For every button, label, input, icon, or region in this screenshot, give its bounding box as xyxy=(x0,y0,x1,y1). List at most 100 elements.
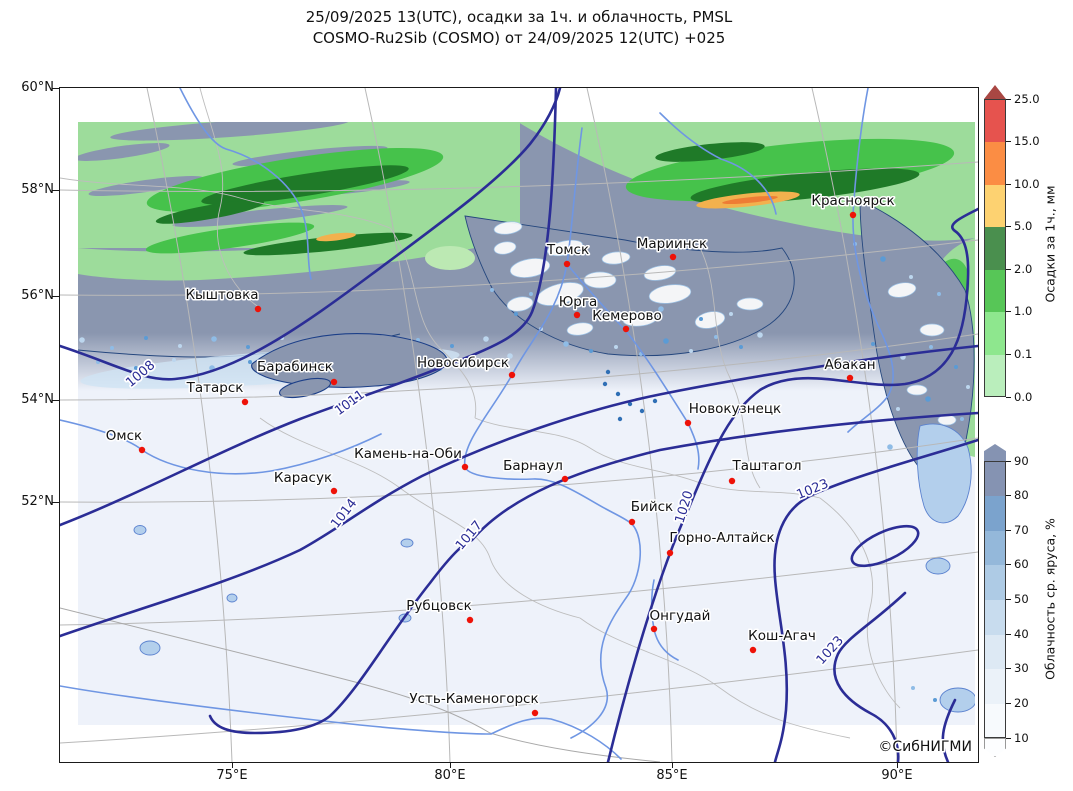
precip-colorbar-segment xyxy=(984,354,1006,398)
cloud-speck xyxy=(178,344,182,348)
lon-tick-label: 90°E xyxy=(881,768,913,783)
city-marker xyxy=(728,477,736,485)
precip-colorbar-segment xyxy=(984,184,1006,228)
cloud-colorbar-tick xyxy=(1006,702,1011,704)
precip-colorbar-tick xyxy=(1006,98,1011,100)
city-marker xyxy=(461,463,469,471)
cloud-speck xyxy=(699,317,703,321)
lon-tick-label: 75°E xyxy=(216,768,248,783)
cloud-speck xyxy=(110,346,114,350)
city-marker xyxy=(849,211,857,219)
cloud-speck xyxy=(615,391,621,397)
cloud-speck xyxy=(450,344,454,348)
precip-colorbar-tick-label: 0.0 xyxy=(1014,389,1033,404)
city-marker xyxy=(622,325,630,333)
lon-tick-label: 80°E xyxy=(434,768,466,783)
lon-tick-label: 85°E xyxy=(656,768,688,783)
cloud-colorbar-segment xyxy=(984,461,1006,497)
city-label: Новосибирск xyxy=(417,355,509,371)
lat-tick-label: 60°N xyxy=(21,80,54,95)
cloud-speck xyxy=(925,396,931,402)
lat-tick xyxy=(52,295,59,297)
lat-tick-label: 58°N xyxy=(21,182,54,197)
precip-colorbar-segment xyxy=(984,269,1006,313)
cloud-colorbar-tick-label: 40 xyxy=(1014,626,1029,641)
lon-tick xyxy=(449,762,451,768)
cloud-speck xyxy=(871,342,875,346)
city-marker xyxy=(666,549,674,557)
cloud-speck xyxy=(909,275,913,279)
precip-colorbar-tick xyxy=(1006,268,1011,270)
credit-text: ©СибНИГМИ xyxy=(878,739,972,755)
cloud-speck xyxy=(476,360,480,364)
city-marker xyxy=(241,398,249,406)
city-label: Татарск xyxy=(186,380,244,396)
lon-tick xyxy=(231,762,233,768)
lat-tick-label: 54°N xyxy=(21,392,54,407)
cloud-colorbar-tick xyxy=(1006,564,1011,566)
precip-colorbar-tick-label: 5.0 xyxy=(1014,219,1033,234)
cloud-speck xyxy=(739,345,743,349)
precip-colorbar-tick xyxy=(1006,226,1011,228)
cloud-colorbar-segment xyxy=(984,634,1006,670)
cloud-speck xyxy=(757,332,763,338)
cloud-speck xyxy=(248,360,252,364)
lat-tick-label: 52°N xyxy=(21,494,54,509)
cloud-speck xyxy=(172,358,176,362)
cloud-colorbar-tick-label: 80 xyxy=(1014,488,1029,503)
isobar-closed-high xyxy=(850,524,920,568)
cloud-speck xyxy=(605,369,611,375)
cloud-speck xyxy=(483,336,489,342)
cloud-speck xyxy=(507,353,513,359)
city-marker xyxy=(330,487,338,495)
cloud-colorbar-tick xyxy=(1006,633,1011,635)
city-marker xyxy=(138,446,146,454)
map-title-line1: 25/09/2025 13(UTC), осадки за 1ч. и обла… xyxy=(305,8,733,26)
city-label: Новокузнецк xyxy=(689,401,781,417)
city-label: Кемерово xyxy=(592,308,661,324)
admin-borders xyxy=(60,88,901,762)
cloud-speck xyxy=(658,306,664,312)
city-marker xyxy=(684,419,692,427)
cloud-speck xyxy=(652,398,658,404)
city-label: Усть-Каменогорск xyxy=(409,691,538,707)
city-label: Горно-Алтайск xyxy=(669,530,774,546)
city-marker xyxy=(531,709,539,717)
isobars xyxy=(60,88,978,762)
cloud-colorbar-segment xyxy=(984,495,1006,531)
cloud-speck xyxy=(514,312,518,316)
city-label: Юрга xyxy=(559,294,598,310)
cloud-colorbar-tick-label: 70 xyxy=(1014,522,1029,537)
cloud-speck xyxy=(144,336,148,340)
lat-tick xyxy=(52,501,59,503)
cloud-speck xyxy=(617,416,623,422)
city-marker xyxy=(563,260,571,268)
city-marker xyxy=(628,518,636,526)
cloud-colorbar-tick-label: 90 xyxy=(1014,453,1029,468)
city-label: Бийск xyxy=(631,499,673,515)
cloud-colorbar-segment xyxy=(984,530,1006,566)
city-label: Кыштовка xyxy=(185,287,258,303)
precip-colorbar-over-arrow xyxy=(984,85,1006,99)
cloud-speck xyxy=(887,444,893,450)
city-label: Абакан xyxy=(824,357,875,373)
city-label: Красноярск xyxy=(811,193,894,209)
cloud-speck xyxy=(619,312,623,316)
cloud-speck xyxy=(639,408,645,414)
city-label: Рубцовск xyxy=(406,598,471,614)
city-marker xyxy=(650,625,658,633)
map-title-line2: COSMO-Ru2Sib (COSMO) от 24/09/2025 12(UT… xyxy=(312,29,726,47)
cloud-speck xyxy=(714,335,718,339)
city-marker xyxy=(330,378,338,386)
cloud-speck xyxy=(579,302,583,306)
cloud-speck xyxy=(896,407,900,411)
precip-colorbar-tick-label: 10.0 xyxy=(1014,176,1040,191)
rivers xyxy=(60,88,894,760)
precip-colorbar-tick xyxy=(1006,141,1011,143)
city-marker xyxy=(254,305,262,313)
cloud-speck xyxy=(134,366,138,370)
precip-colorbar-tick xyxy=(1006,353,1011,355)
cloud-speck xyxy=(490,288,494,292)
cloud-speck xyxy=(880,256,886,262)
